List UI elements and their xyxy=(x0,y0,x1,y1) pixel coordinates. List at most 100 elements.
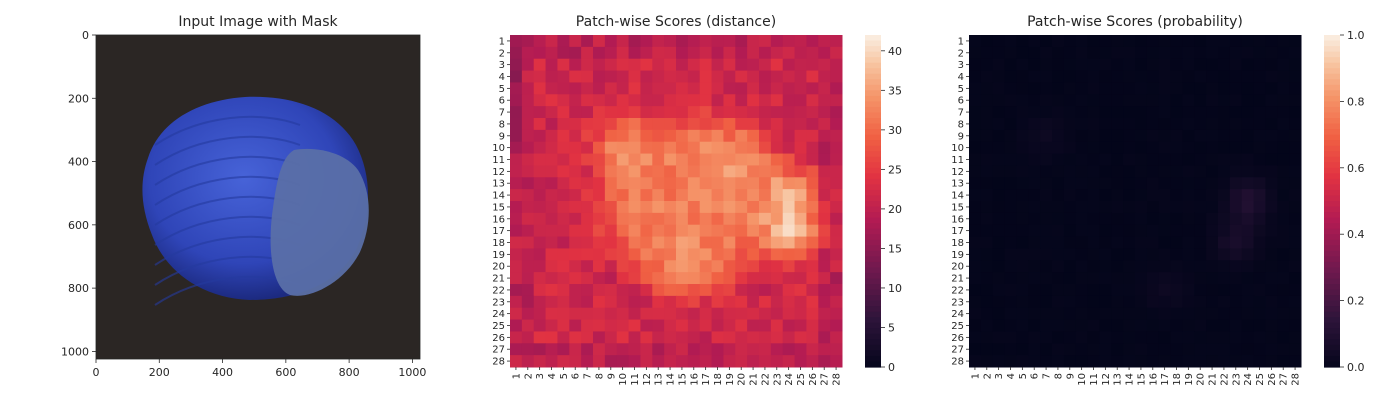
heatmap-cell xyxy=(1158,224,1172,238)
heatmap-cell xyxy=(711,236,724,249)
heatmap-cell xyxy=(782,272,796,285)
heatmap-cell xyxy=(533,177,547,190)
heatmap-cell xyxy=(1170,106,1183,119)
heatmap-cell xyxy=(1052,153,1065,166)
heatmap-cell xyxy=(676,248,689,261)
heatmap-cell xyxy=(640,165,653,178)
heatmap-cell xyxy=(628,153,641,166)
heatmap-cell xyxy=(735,58,748,72)
heatmap-cell xyxy=(604,260,618,273)
heatmap-cell xyxy=(782,118,796,131)
heatmap-cell xyxy=(1146,201,1160,214)
heatmap-cell xyxy=(1253,177,1266,190)
heatmap-cell xyxy=(640,260,653,273)
heatmap-cell xyxy=(1277,355,1290,368)
heatmap-cell xyxy=(628,236,641,249)
heatmap-cell xyxy=(1265,165,1278,178)
heatmap-cell xyxy=(1099,307,1112,321)
heatmap-cell xyxy=(1170,58,1183,72)
col-tick-label: 3 xyxy=(535,373,546,379)
heatmap-cell xyxy=(1028,224,1041,238)
heatmap-cell xyxy=(735,189,748,202)
heatmap-cell xyxy=(557,177,570,190)
heatmap-cell xyxy=(794,284,807,297)
heatmap-cell xyxy=(652,35,665,48)
heatmap-cell xyxy=(1040,106,1053,119)
heatmap-cell xyxy=(1099,94,1112,107)
heatmap-cell xyxy=(1146,355,1160,368)
heatmap-cell xyxy=(1016,224,1029,238)
heatmap-cell xyxy=(1123,94,1136,107)
heatmap-cell xyxy=(1146,189,1160,202)
col-tick-label: 9 xyxy=(1065,373,1076,379)
heatmap-cell xyxy=(711,248,724,261)
heatmap-cell xyxy=(1052,307,1065,321)
heatmap-cell xyxy=(1111,331,1124,344)
heatmap-cell xyxy=(1028,284,1041,297)
heatmap-cell xyxy=(759,236,772,249)
heatmap-cell xyxy=(604,248,618,261)
heatmap-cell xyxy=(1040,295,1053,309)
heatmap-cell xyxy=(1040,94,1053,107)
col-tick-label: 4 xyxy=(547,373,558,379)
colorbar-segment xyxy=(865,317,881,324)
heatmap-cell xyxy=(735,82,748,95)
heatmap-cell xyxy=(593,129,606,143)
heatmap-cell xyxy=(1052,319,1065,332)
heatmap-cell xyxy=(711,94,724,107)
heatmap-cell xyxy=(1241,307,1255,321)
heatmap-cell xyxy=(1289,224,1302,238)
heatmap-cell xyxy=(1135,153,1148,166)
heatmap-cell xyxy=(1265,284,1278,297)
heatmap-cell xyxy=(640,224,653,238)
heatmap-cell xyxy=(1004,141,1017,155)
heatmap-cell xyxy=(1229,46,1243,60)
heatmap-cell xyxy=(1040,118,1053,131)
heatmap-cell xyxy=(581,177,594,190)
row-tick-label: 4 xyxy=(499,72,505,83)
heatmap-cell xyxy=(969,106,982,119)
heatmap-cell xyxy=(1289,94,1302,107)
heatmap-cell xyxy=(1218,153,1231,166)
heatmap-cell xyxy=(830,129,843,143)
heatmap-cell xyxy=(1099,129,1112,143)
heatmap-cell xyxy=(510,236,523,249)
heatmap-cell xyxy=(1087,260,1100,273)
heatmap-cell xyxy=(969,129,982,143)
heatmap-cell xyxy=(1146,260,1160,273)
y-tick-label: 0 xyxy=(82,29,89,42)
heatmap-cell xyxy=(723,343,736,356)
heatmap-cell xyxy=(782,319,796,332)
heatmap-cell xyxy=(1146,94,1160,107)
heatmap-cell xyxy=(557,284,570,297)
heatmap-cell xyxy=(510,224,523,238)
colorbar-segment xyxy=(865,112,881,119)
heatmap-cell xyxy=(1182,248,1195,261)
heatmap-cell xyxy=(747,118,760,131)
heatmap-cell xyxy=(652,70,665,83)
col-tick-label: 18 xyxy=(1172,373,1183,386)
heatmap-cell xyxy=(652,58,665,72)
heatmap-cell xyxy=(533,212,547,226)
heatmap-cell xyxy=(521,201,535,214)
heatmap-cell xyxy=(1075,212,1089,226)
heatmap-cell xyxy=(1158,343,1172,356)
heatmap-cell xyxy=(1028,189,1041,202)
colorbar-segment xyxy=(1324,284,1340,291)
heatmap-cell xyxy=(980,189,994,202)
heatmap-cell xyxy=(676,46,689,60)
heatmap-cell xyxy=(521,355,535,368)
heatmap-cell xyxy=(1218,58,1231,72)
heatmap-cell xyxy=(735,355,748,368)
heatmap-cell xyxy=(1229,331,1243,344)
heatmap-cell xyxy=(628,224,641,238)
heatmap-cell xyxy=(992,141,1006,155)
heatmap-cell xyxy=(581,58,594,72)
col-tick-label: 22 xyxy=(1219,373,1230,386)
heatmap-cell xyxy=(992,129,1006,143)
heatmap-cell xyxy=(1170,319,1183,332)
heatmap-cell xyxy=(1028,70,1041,83)
heatmap-cell xyxy=(1170,82,1183,95)
